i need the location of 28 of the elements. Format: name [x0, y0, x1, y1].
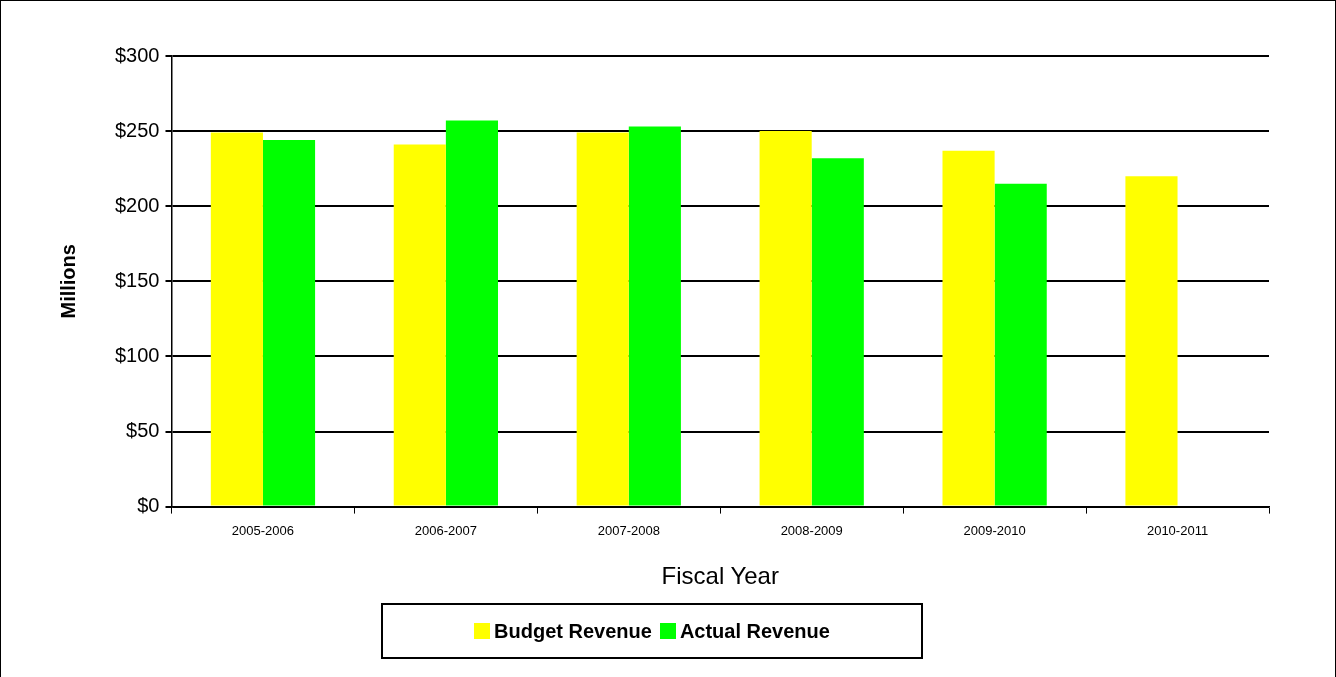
x-tick-label: 2010-2011	[1146, 522, 1209, 538]
y-axis-title: Millions	[56, 244, 79, 319]
bar	[576, 132, 629, 506]
bar	[393, 144, 446, 506]
bar	[942, 150, 995, 506]
bar	[210, 132, 263, 506]
x-tick-label: 2009-2010	[963, 522, 1026, 538]
bar	[759, 131, 812, 506]
x-tick-label: 2008-2009	[780, 522, 843, 538]
y-tick-label: $200	[114, 193, 160, 216]
y-tick-label: $0	[137, 494, 160, 517]
legend-label: Actual Revenue	[679, 619, 830, 643]
bar	[811, 158, 864, 506]
x-axis-title: Fiscal Year	[661, 562, 779, 590]
y-tick-label: $100	[114, 343, 160, 366]
y-tick-label: $150	[114, 268, 160, 291]
bar	[1125, 176, 1178, 506]
y-tick-label: $50	[126, 419, 160, 442]
x-tick-label: 2007-2008	[597, 522, 660, 538]
bar	[628, 126, 681, 506]
y-tick-label: $250	[114, 118, 160, 141]
bar	[445, 120, 498, 506]
legend-label: Budget Revenue	[494, 619, 652, 643]
x-tick-label: 2006-2007	[414, 522, 477, 538]
bar	[262, 140, 316, 506]
y-tick-label: $300	[114, 43, 160, 66]
x-tick-label: 2005-2006	[231, 522, 295, 538]
bar	[994, 183, 1047, 506]
